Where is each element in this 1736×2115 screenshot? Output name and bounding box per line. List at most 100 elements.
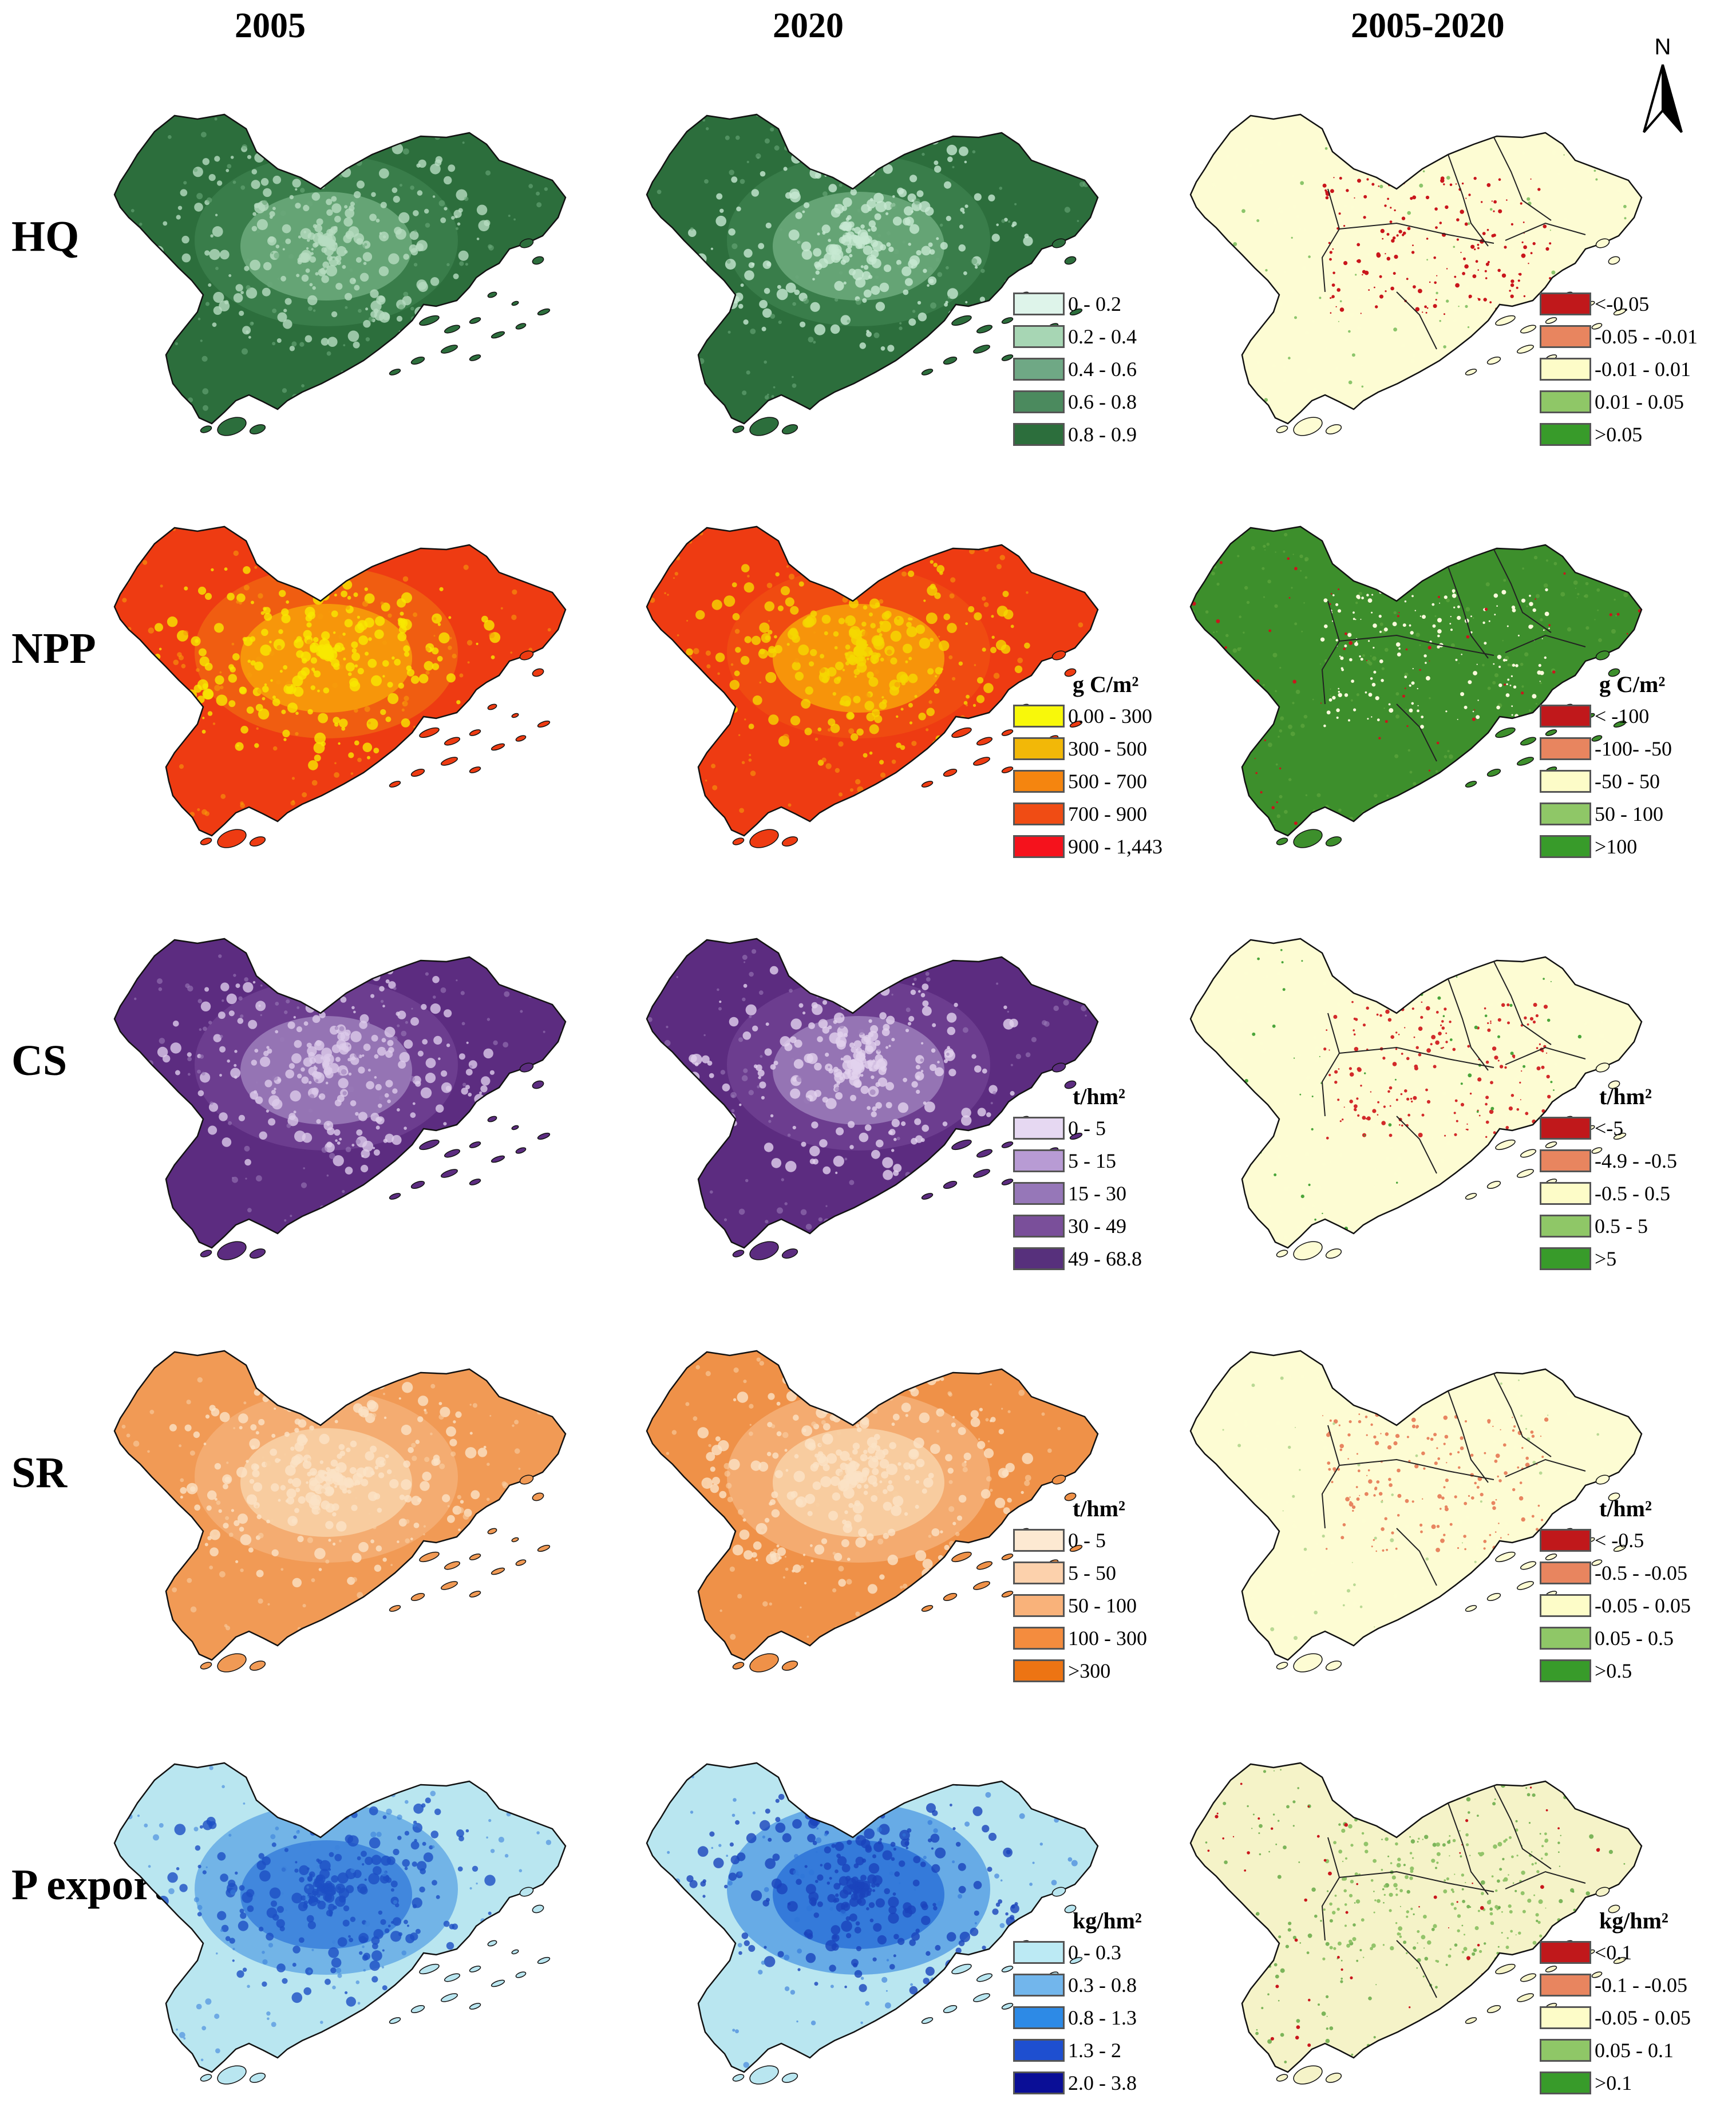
island bbox=[1001, 2003, 1014, 2010]
island bbox=[1293, 2065, 1323, 2085]
island bbox=[1276, 1662, 1288, 1670]
island bbox=[1293, 1653, 1323, 1673]
legend-label: -0.05 - -0.01 bbox=[1595, 325, 1698, 348]
island bbox=[732, 2074, 745, 2082]
island bbox=[921, 369, 934, 375]
legend-item: 500 - 700 bbox=[1013, 765, 1162, 797]
legend-label: 100 - 300 bbox=[1068, 1626, 1147, 1650]
legend-swatch bbox=[1013, 1561, 1065, 1584]
district-boundary bbox=[1321, 1425, 1340, 1529]
island bbox=[469, 1179, 481, 1185]
island bbox=[943, 1181, 958, 1189]
island bbox=[389, 2017, 401, 2024]
map-npp-2005 bbox=[113, 525, 567, 848]
legend-item: 5 - 15 bbox=[1013, 1144, 1142, 1177]
island bbox=[1325, 1248, 1342, 1259]
island bbox=[951, 1139, 972, 1151]
legend-item: 0 - 5 bbox=[1013, 1112, 1142, 1144]
island bbox=[1001, 1591, 1014, 1598]
island bbox=[519, 1887, 534, 1897]
island bbox=[1591, 1147, 1603, 1154]
legend-swatch bbox=[1540, 1247, 1591, 1270]
legend-label: <0.1 bbox=[1595, 1940, 1632, 1964]
island bbox=[732, 425, 745, 433]
legend-item: 0.4 - 0.6 bbox=[1013, 353, 1137, 385]
legend-swatch bbox=[1013, 2071, 1065, 2094]
legend-swatch bbox=[1013, 325, 1065, 348]
legend-item: 0 - 0.2 bbox=[1013, 287, 1137, 320]
legend-item: < -0.5 bbox=[1540, 1524, 1691, 1556]
island bbox=[1465, 1193, 1477, 1200]
legend-item: 300 - 500 bbox=[1013, 732, 1162, 765]
legend-swatch bbox=[1013, 1247, 1065, 1270]
island bbox=[1064, 668, 1077, 677]
island bbox=[976, 737, 993, 746]
district-boundary bbox=[1505, 634, 1586, 653]
island bbox=[1517, 1581, 1534, 1590]
island bbox=[781, 836, 798, 847]
legend-item: -0.05 - -0.01 bbox=[1540, 320, 1698, 353]
island bbox=[469, 1591, 481, 1598]
district-boundary bbox=[1321, 188, 1340, 292]
map-sr-2005 bbox=[113, 1350, 567, 1673]
district-boundary bbox=[1505, 1458, 1586, 1477]
island bbox=[217, 1653, 247, 1673]
island bbox=[1325, 2073, 1342, 2083]
legend-label: -4.9 - -0.5 bbox=[1595, 1149, 1677, 1172]
north-label: N bbox=[1655, 34, 1671, 60]
legend-item: 5 - 50 bbox=[1013, 1556, 1147, 1589]
region-outline bbox=[113, 1350, 567, 1661]
island bbox=[1051, 1062, 1066, 1073]
island bbox=[200, 425, 212, 433]
island bbox=[511, 1949, 519, 1955]
island bbox=[487, 703, 497, 710]
island bbox=[749, 417, 779, 436]
legend-swatch bbox=[1540, 835, 1591, 858]
legend-label: >100 bbox=[1595, 835, 1638, 858]
legend-label: 0 - 0.3 bbox=[1068, 1940, 1121, 1964]
island bbox=[1591, 1559, 1603, 1566]
legend-item: 49 - 68.8 bbox=[1013, 1242, 1142, 1275]
island bbox=[389, 1193, 401, 1200]
legend-unit: t/hm² bbox=[1073, 1084, 1125, 1109]
island bbox=[1486, 1181, 1501, 1189]
island bbox=[1465, 2017, 1477, 2024]
island bbox=[1486, 1593, 1501, 1601]
island bbox=[511, 713, 519, 718]
island bbox=[491, 743, 505, 751]
island bbox=[921, 1605, 934, 1612]
legend-item: -0.01 - 0.01 bbox=[1540, 353, 1698, 385]
island bbox=[1276, 837, 1288, 845]
island bbox=[487, 1528, 497, 1535]
legend-hq: 0 - 0.2 0.2 - 0.4 0.4 - 0.6 0.6 - 0.8 0.8 - … bbox=[1013, 258, 1137, 450]
island bbox=[1520, 737, 1537, 746]
island bbox=[519, 238, 534, 248]
island bbox=[419, 1551, 440, 1563]
legend-label: 0.2 - 0.4 bbox=[1068, 325, 1137, 348]
region-outline bbox=[1189, 1762, 1643, 2073]
island bbox=[1486, 357, 1501, 365]
island bbox=[1613, 1132, 1627, 1140]
legend-label: 0.6 - 0.8 bbox=[1068, 390, 1137, 413]
region-outline bbox=[1189, 525, 1643, 837]
island bbox=[1001, 354, 1014, 361]
legend-swatch bbox=[1013, 1659, 1065, 1682]
legend-swatch bbox=[1540, 1973, 1591, 1997]
island bbox=[532, 256, 544, 265]
district-boundary bbox=[1339, 1046, 1494, 1068]
island bbox=[1325, 424, 1342, 434]
island bbox=[487, 1940, 497, 1947]
island bbox=[410, 1181, 425, 1189]
legend-label: <-5 bbox=[1595, 1116, 1624, 1140]
legend-label: 0.8 - 0.9 bbox=[1068, 422, 1137, 446]
legend-swatch bbox=[1013, 802, 1065, 825]
district-boundary bbox=[1493, 961, 1552, 1045]
map-fill bbox=[114, 1351, 566, 1660]
island bbox=[1595, 1887, 1610, 1897]
legend-label: 0.3 - 0.8 bbox=[1068, 1973, 1137, 1997]
map-fill bbox=[114, 114, 566, 424]
island bbox=[537, 720, 551, 728]
legend-swatch bbox=[1540, 802, 1591, 825]
column-header-2005: 2005 bbox=[235, 6, 306, 45]
region-outline bbox=[1189, 113, 1643, 425]
